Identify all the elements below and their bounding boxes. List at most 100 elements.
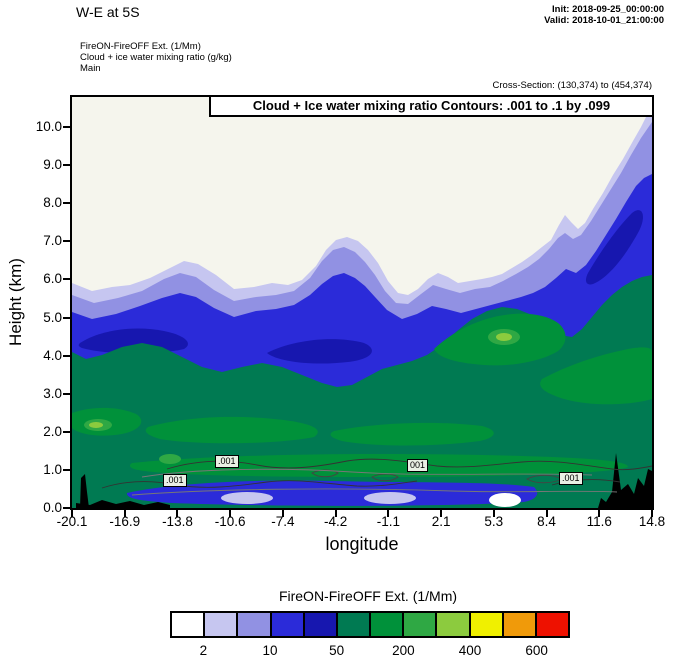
contour-band-darkblue-right	[585, 210, 643, 285]
colorbar-cell	[172, 613, 204, 636]
x-tick-mark	[176, 510, 179, 517]
y-tick-label: 5.0	[43, 309, 62, 325]
contour-band-green-leftmid-band	[145, 416, 318, 444]
colorbar-boundary-label: 2	[199, 643, 208, 658]
contour-band-green-bottom-band	[129, 454, 628, 477]
x-tick-mark	[229, 510, 232, 517]
y-tick-label: 10.0	[35, 119, 62, 134]
colorbar-title: FireON-FireOFF Ext. (1/Mm)	[278, 588, 458, 604]
cross-section-label: Cross-Section: (130,374) to (454,374)	[492, 80, 652, 91]
x-tick-mark	[387, 510, 390, 517]
colorbar-cell	[369, 613, 403, 636]
contour-line-label-1: .001	[215, 455, 239, 468]
contour-band-terrain-right	[598, 453, 652, 508]
y-tick-label: 8.0	[43, 195, 62, 211]
contour-spot-lavender-bottom-patch-2	[364, 492, 416, 504]
colorbar-cell	[534, 613, 569, 636]
contour-line-label-0: .001	[163, 474, 187, 487]
contour-info-box: Cloud + Ice water mixing ratio Contours:…	[209, 95, 654, 117]
contour-gray-2	[131, 488, 618, 496]
plot-area: Cloud + Ice water mixing ratio Contours:…	[70, 95, 654, 510]
contour-band-green-far-right	[540, 347, 652, 405]
contour-001-b	[166, 458, 652, 471]
contour-spot-light-green-rightblob	[496, 333, 512, 341]
product-line-mixing-ratio: Cloud + ice water mixing ratio (g/kg)	[80, 52, 232, 63]
contour-001-a	[101, 480, 418, 489]
x-tick-label: 14.8	[638, 514, 666, 529]
contour-band-darkblue-center	[267, 339, 372, 364]
page-title: W-E at 5S	[76, 4, 140, 20]
x-tick-label: -10.6	[214, 514, 246, 529]
product-line-extinction: FireON-FireOFF Ext. (1/Mm)	[80, 41, 201, 52]
y-tick-label: 6.0	[43, 271, 62, 287]
y-tick-mark	[63, 316, 70, 319]
y-tick-mark	[63, 392, 70, 395]
x-tick-label: 5.3	[484, 514, 504, 529]
x-tick-mark	[281, 510, 284, 517]
colorbar-boundary-label: 600	[525, 643, 548, 658]
product-line-domain: Main	[80, 63, 101, 74]
x-tick-label: 8.4	[537, 514, 556, 529]
y-tick-mark	[63, 240, 70, 243]
x-tick-mark	[598, 510, 601, 517]
x-tick-label: -1.1	[376, 514, 400, 529]
x-tick-label: 2.1	[431, 514, 451, 529]
x-tick-label: -13.8	[162, 514, 193, 529]
x-tick-label: 11.6	[586, 514, 612, 529]
contour-loop-2	[371, 473, 399, 482]
y-tick-label: 7.0	[43, 233, 62, 249]
contour-line-label-3: .001	[559, 472, 583, 485]
colorbar-cell	[335, 613, 370, 636]
colorbar-cell	[302, 613, 336, 636]
x-tick-label: -7.4	[271, 514, 295, 529]
x-tick-mark	[650, 510, 653, 517]
colorbar-cell	[236, 613, 270, 636]
y-tick-label: 0.0	[43, 500, 62, 515]
contour-band-terrain-left-spike	[80, 474, 89, 508]
x-tick-mark	[492, 510, 495, 517]
colorbar-boundary-label: 50	[329, 643, 345, 658]
y-tick-label: 9.0	[43, 157, 62, 173]
colorbar-boundary-label: 200	[392, 643, 415, 658]
colorbar-cell	[435, 613, 469, 636]
run-times: Init: 2018-09-25_00:00:00 Valid: 2018-10…	[544, 4, 664, 26]
valid-time: Valid: 2018-10-01_21:00:00	[544, 15, 664, 26]
x-axis-label: longitude	[325, 534, 399, 554]
init-time: Init: 2018-09-25_00:00:00	[552, 4, 664, 15]
contour-spot-white-bottom-patch	[489, 493, 521, 507]
y-tick-mark	[63, 354, 70, 357]
x-tick-mark	[71, 510, 73, 517]
contour-spot-lavender-bottom-patch-1	[221, 492, 273, 504]
contour-spot-bright-green-bottom	[159, 454, 181, 464]
y-tick-mark	[63, 202, 70, 205]
colorbar-cell	[269, 613, 303, 636]
y-tick-mark	[63, 126, 70, 128]
colorbar-cell	[402, 613, 436, 636]
colorbar-boundary-label: 10	[262, 643, 278, 658]
y-tick-mark	[63, 164, 70, 167]
y-tick-mark	[63, 278, 70, 281]
y-axis-label: Height (km)	[6, 258, 25, 346]
x-tick-label: -20.1	[56, 514, 88, 529]
colorbar	[170, 611, 570, 638]
colorbar-cell	[203, 613, 237, 636]
y-tick-label: 3.0	[43, 385, 62, 401]
product-info: FireON-FireOFF Ext. (1/Mm) Cloud + ice w…	[80, 41, 232, 74]
x-tick-mark	[123, 510, 126, 517]
colorbar-cell	[501, 613, 535, 636]
y-tick-mark	[63, 468, 70, 471]
y-tick-label: 4.0	[43, 347, 62, 363]
contour-line-label-2: 001	[407, 459, 429, 472]
colorbar-cell	[468, 613, 502, 636]
colorbar-boundary-label: 400	[458, 643, 482, 658]
x-tick-label: -4.2	[323, 514, 348, 529]
contour-spot-light-green-left	[89, 422, 103, 428]
y-tick-label: 1.0	[43, 461, 62, 477]
y-tick-label: 2.0	[43, 423, 62, 439]
x-tick-mark	[334, 510, 337, 517]
contour-band-terrain-left-strip	[76, 500, 170, 508]
contour-band-green-center-band	[330, 422, 494, 446]
contour-gray-1	[141, 468, 593, 478]
y-tick-mark	[63, 507, 70, 509]
